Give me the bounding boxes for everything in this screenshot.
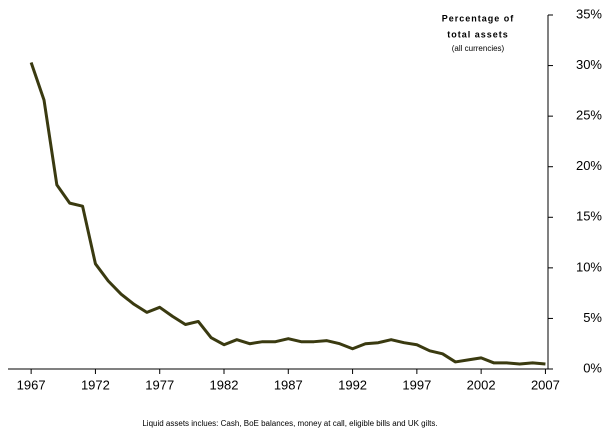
- y-tick-label: 5%: [583, 310, 602, 325]
- line-series: [29, 62, 546, 366]
- y-tick-label: 0%: [583, 360, 602, 375]
- y-tick-label: 30%: [576, 57, 602, 72]
- x-tick-label: 1977: [145, 377, 174, 392]
- y-tick-label: 25%: [576, 108, 602, 123]
- x-tick-label: 2002: [467, 377, 496, 392]
- annotation: (all currencies): [452, 44, 505, 53]
- x-tick-label: 1967: [17, 377, 46, 392]
- y-tick-label: 35%: [576, 6, 602, 21]
- footnote: Liquid assets inclues: Cash, BoE balance…: [142, 419, 437, 428]
- annotation: Percentage of: [442, 13, 515, 23]
- y-tick-label: 20%: [576, 158, 602, 173]
- y-tick-label: 15%: [576, 209, 602, 224]
- y-tick-label: 10%: [576, 259, 602, 274]
- x-tick-label: 1972: [81, 377, 110, 392]
- x-tick-label: 1992: [338, 377, 367, 392]
- x-tick-label: 1997: [402, 377, 431, 392]
- annotation: total assets: [447, 29, 509, 39]
- x-tick-label: 2007: [531, 377, 560, 392]
- x-tick-label: 1982: [210, 377, 239, 392]
- x-tick-label: 1987: [274, 377, 303, 392]
